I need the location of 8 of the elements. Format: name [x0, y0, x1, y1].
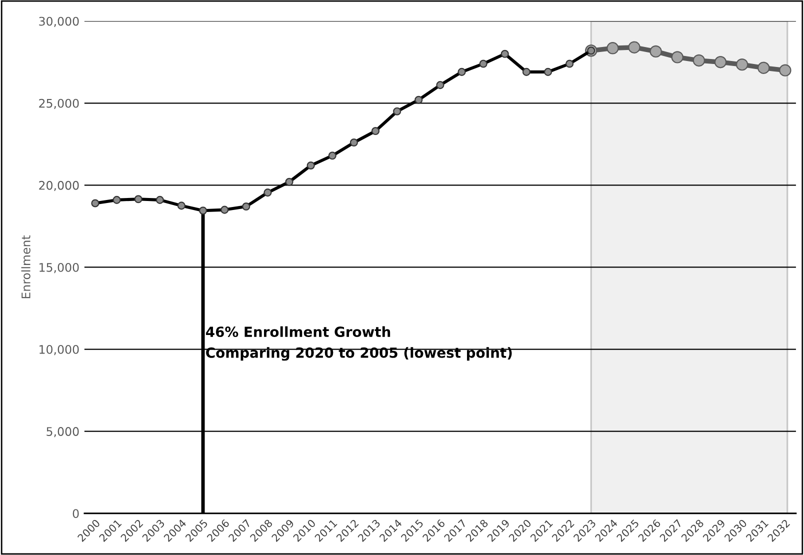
y-axis-title: Enrollment [21, 235, 30, 298]
y-tick-label: 20,000 [39, 180, 79, 192]
y-tick-label: 5,000 [46, 427, 79, 438]
y-tick-label: 15,000 [40, 262, 79, 274]
y-tick-label: 10,000 [40, 345, 79, 356]
y-tick-label: 30,000 [39, 16, 79, 27]
y-tick-label: 25,000 [39, 98, 79, 109]
y-tick-label: 0 [72, 509, 79, 518]
